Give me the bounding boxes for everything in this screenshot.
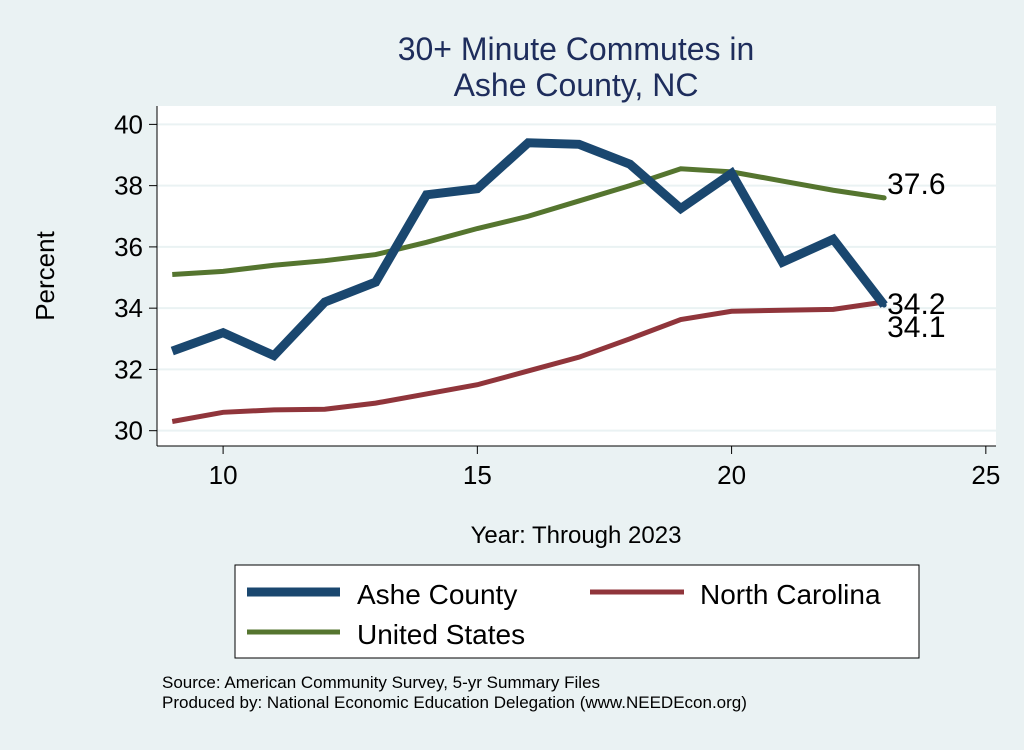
y-tick-label-34: 34 xyxy=(114,293,143,323)
y-tick-label-30: 30 xyxy=(114,416,143,446)
y-tick-label-36: 36 xyxy=(114,232,143,262)
y-ticks: 30 32 34 36 38 40 xyxy=(114,109,157,446)
series-lines xyxy=(170,138,888,424)
chart-title-line-2: Ashe County, NC xyxy=(454,67,699,103)
end-label-united-states: 37.6 xyxy=(887,168,945,201)
end-label-ashe-county: 34.1 xyxy=(887,311,945,344)
series-line-united-states xyxy=(172,166,885,277)
producer-note: Produced by: National Economic Education… xyxy=(162,693,747,712)
legend-label-ashe-county: Ashe County xyxy=(357,579,517,610)
plot-area xyxy=(157,106,996,446)
legend-box xyxy=(234,564,920,659)
source-note: Source: American Community Survey, 5-yr … xyxy=(162,673,600,692)
series-end-marker-united-states xyxy=(881,195,887,201)
x-tick-label-25: 25 xyxy=(971,460,1000,490)
series-line-ashe-county xyxy=(170,138,888,362)
gridlines xyxy=(157,123,996,432)
y-tick-label-32: 32 xyxy=(114,354,143,384)
series-line-north-carolina xyxy=(171,299,885,424)
x-tick-label-10: 10 xyxy=(209,460,238,490)
y-tick-label-38: 38 xyxy=(114,171,143,201)
end-labels: 34.134.2 37.6 xyxy=(887,168,945,344)
chart-title-line-1: 30+ Minute Commutes in xyxy=(398,31,755,67)
axes xyxy=(156,106,996,447)
x-tick-label-15: 15 xyxy=(463,460,492,490)
x-tick-label-20: 20 xyxy=(717,460,746,490)
y-tick-label-40: 40 xyxy=(114,109,143,139)
legend-label-north-carolina: North Carolina xyxy=(700,579,881,610)
end-label-north-carolina: 34.2 xyxy=(887,288,945,321)
legend: Ashe County North Carolina United States xyxy=(234,564,920,659)
legend-label-united-states: United States xyxy=(357,619,525,650)
x-axis-label: Year: Through 2023 xyxy=(471,522,682,549)
y-axis-label: Percent xyxy=(30,230,60,320)
series-end-marker-ashe-county xyxy=(881,302,887,308)
x-ticks: 10 15 20 25 xyxy=(209,446,1000,490)
